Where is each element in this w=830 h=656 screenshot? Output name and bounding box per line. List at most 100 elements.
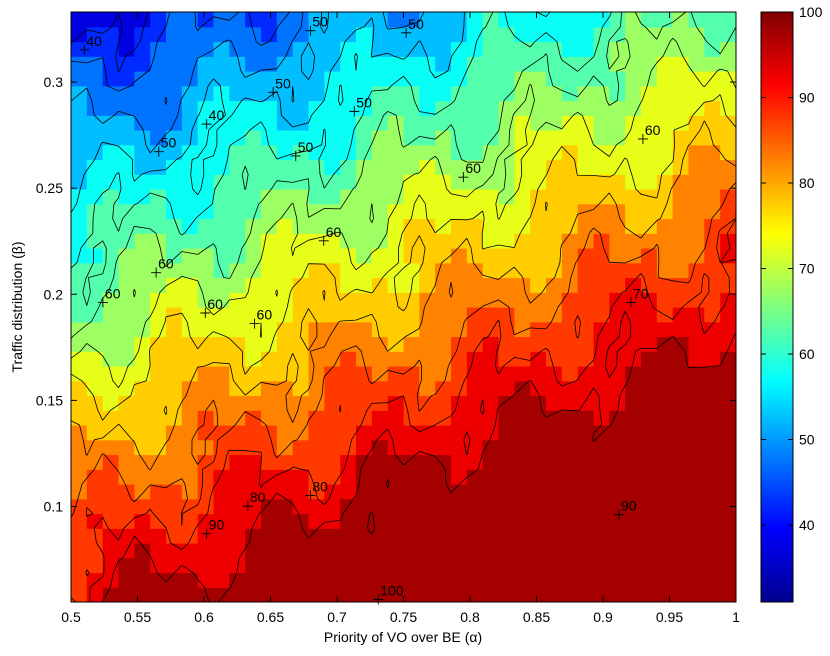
contour-cell [102,528,120,544]
contour-cell [720,321,736,338]
contour-cell [197,262,215,279]
contour-cell [482,351,500,367]
contour-cell [292,292,310,308]
contour-cell [498,159,515,175]
contour-cell [561,277,579,293]
contour-cell [546,307,563,323]
contour-cell [482,557,500,574]
contour-cell [561,351,579,367]
contour-cell [641,115,658,131]
contour-cell [482,85,500,102]
contour-cell [213,277,230,293]
contour-cell [625,321,642,338]
contour-cell [403,218,420,234]
contour-cell [419,144,436,161]
contour-cell [530,262,547,279]
contour-cell [435,307,452,323]
contour-cell [356,321,373,338]
contour-cell [577,351,595,367]
contour-cell [86,218,104,234]
contour-cell [466,395,484,411]
contour-cell [213,233,230,249]
contour-cell [181,26,199,43]
contour-cell [229,484,246,500]
contour-cell [166,233,183,249]
x-tick-label: 1 [732,609,740,625]
contour-cell [356,144,373,161]
contour-cell [688,144,705,161]
contour-cell [86,380,104,397]
contour-cell [276,277,294,293]
contour-cell [134,218,151,234]
contour-cell [340,439,357,456]
contour-cell [71,26,88,43]
contour-cell [688,484,705,500]
contour-cell [229,189,246,205]
contour-cell [466,587,484,602]
contour-cell [340,292,357,308]
contour-cell [609,233,626,249]
contour-cell [387,439,405,456]
contour-cell [292,410,310,426]
contour-cell [704,336,721,352]
contour-cell [276,203,294,220]
contour-cell [625,366,642,382]
contour-cell [561,292,579,308]
contour-cell [593,572,610,588]
contour-cell [150,366,167,382]
contour-cell [71,115,88,131]
contour-cell [356,336,373,352]
contour-cell [308,71,325,87]
contour-cell [71,543,88,559]
contour-cell [482,395,500,411]
contour-cell [498,85,515,102]
contour-cell [419,321,436,338]
contour-cell [276,572,294,588]
contour-cell [466,26,484,43]
contour-label: 60 [257,307,273,323]
contour-cell [656,189,674,205]
contour-cell [593,144,610,161]
contour-cell [150,321,167,338]
contour-cell [150,484,167,500]
contour-cell [118,484,135,500]
contour-cell [181,115,199,131]
contour-cell [181,12,199,28]
contour-cell [387,484,405,500]
contour-cell [656,159,674,175]
contour-cell [672,115,690,131]
contour-cell [150,100,167,116]
contour-cell [688,41,705,57]
contour-cell [514,469,531,485]
contour-cell [150,351,167,367]
contour-cell [625,498,642,515]
contour-cell [451,41,468,57]
contour-cell [150,513,167,529]
contour-cell [134,543,151,559]
contour-cell [387,513,405,529]
contour-cell [688,454,705,470]
contour-cell [324,307,341,323]
contour-cell [197,189,215,205]
contour-cell [641,144,658,161]
contour-cell [656,587,674,602]
contour-cell [340,572,357,588]
contour-cell [166,395,183,411]
contour-cell [166,321,183,338]
contour-cell [150,56,167,72]
contour-cell [419,469,436,485]
contour-cell [435,587,452,602]
contour-cell [561,233,579,249]
contour-cell [530,454,547,470]
contour-cell [371,144,389,161]
contour-cell [514,56,531,72]
contour-cell [720,513,736,529]
contour-cell [292,439,310,456]
contour-cell [720,543,736,559]
contour-cell [482,159,500,175]
contour-cell [656,425,674,441]
contour-cell [371,557,389,574]
contour-cell [593,115,610,131]
contour-label: 80 [312,479,328,495]
contour-cell [593,469,610,485]
